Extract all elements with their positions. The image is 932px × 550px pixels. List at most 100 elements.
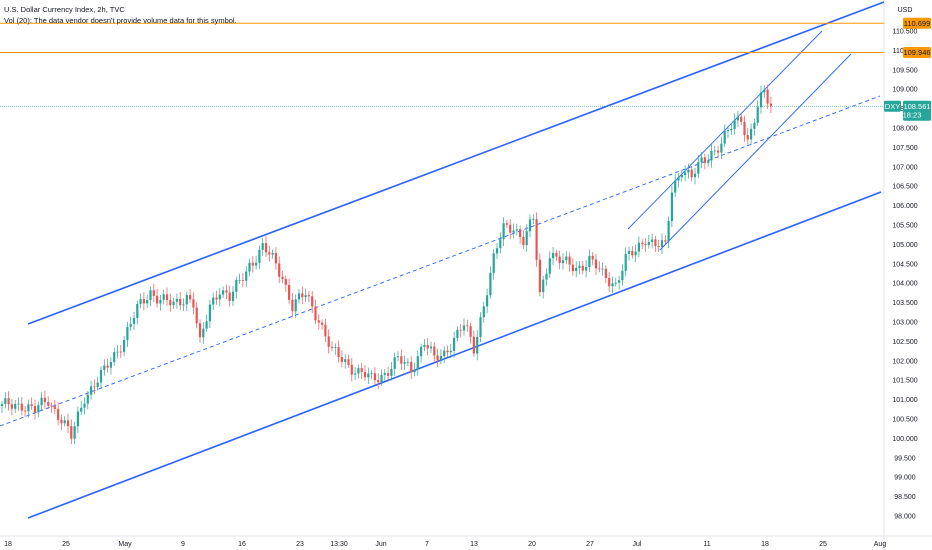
candle-body [466, 325, 469, 327]
candle-body [769, 103, 772, 107]
candle-body [400, 356, 403, 364]
candle-body [116, 351, 119, 353]
candle-body [601, 268, 604, 270]
candle-body [297, 293, 301, 300]
candle-body [40, 397, 43, 406]
candle-body [278, 263, 281, 277]
candle-body [377, 380, 380, 383]
candle-body [314, 306, 317, 321]
candle-body [218, 294, 221, 300]
candle-body [423, 344, 426, 348]
x-tick-label: 16 [238, 541, 246, 548]
y-tick-label: 109.500 [892, 67, 917, 74]
candle-body [750, 128, 753, 140]
lower-channel-line [27, 191, 882, 519]
candle-body [700, 157, 703, 163]
y-tick-label: 107.000 [892, 164, 917, 171]
candle-body [317, 320, 320, 323]
candle-body [363, 372, 367, 378]
level-badge-109946-bg [903, 46, 931, 58]
candle-body [182, 304, 185, 306]
candle-body [7, 398, 10, 405]
upper-channel-line [27, 1, 885, 325]
candle-body [492, 253, 495, 273]
candle-body [350, 364, 353, 375]
level-badge-110699-bg [903, 17, 931, 29]
candle-body [664, 240, 667, 242]
candle-body [499, 239, 502, 249]
candle-body [311, 296, 314, 307]
candle-body [156, 295, 159, 304]
x-tick-label: 11 [703, 541, 710, 548]
candle-body [585, 266, 588, 271]
x-tick-label: May [118, 541, 132, 548]
candle-body [535, 219, 538, 260]
candle-body [406, 361, 409, 363]
candle-body [472, 336, 475, 354]
candle-body [165, 294, 169, 300]
candle-body [456, 329, 459, 338]
candle-body [132, 317, 136, 324]
candle-body [136, 303, 139, 318]
candle-body [654, 239, 657, 247]
candle-body [726, 130, 730, 132]
candle-body [324, 324, 327, 337]
candle-body [608, 277, 611, 287]
y-tick-label: 98.500 [894, 494, 916, 501]
candle-body [697, 162, 700, 174]
candle-body [680, 175, 683, 178]
candle-body [720, 143, 723, 153]
x-tick-label: 27 [586, 541, 594, 548]
candle-body [47, 402, 50, 406]
candle-body [703, 157, 706, 163]
x-tick-label: 9 [181, 541, 185, 548]
candle-body [618, 280, 621, 283]
candle-body [80, 407, 83, 412]
candle-body [413, 369, 416, 373]
candle-body [245, 271, 248, 281]
candle-body [60, 419, 63, 424]
y-tick-label: 103.000 [892, 320, 917, 327]
candle-body [690, 169, 693, 178]
y-tick-label: 103.500 [892, 300, 917, 307]
x-tick-label: Aug [874, 541, 887, 548]
candle-body [627, 251, 631, 254]
candle-body [360, 368, 363, 373]
candle-body [202, 328, 205, 338]
candle-body [103, 365, 106, 370]
candle-body [264, 243, 268, 253]
y-tick-label: 102.500 [892, 339, 917, 346]
candle-body [489, 272, 492, 296]
candle-body [660, 240, 664, 248]
candle-body [139, 299, 142, 304]
candle-body [373, 373, 376, 381]
candle-body [294, 299, 297, 312]
candle-body [248, 262, 251, 272]
inner-channel-lower-line [659, 53, 852, 251]
x-tick-label: 18 [761, 541, 769, 548]
candle-body [340, 357, 343, 362]
candle-body [225, 290, 228, 293]
candle-body [238, 279, 241, 281]
y-tick-label: 99.500 [894, 455, 916, 462]
x-tick-label: 13:30 [330, 541, 348, 548]
candle-body [192, 299, 195, 308]
candle-body [594, 259, 598, 269]
candle-body [561, 260, 565, 264]
y-tick-label: 106.000 [892, 203, 917, 210]
candle-body [766, 89, 769, 104]
y-tick-label: 109.000 [892, 87, 917, 94]
candle-body [179, 298, 182, 306]
candle-body [96, 382, 99, 388]
x-tick-label: Jul [633, 541, 642, 548]
candle-body [301, 293, 304, 298]
candle-body [327, 336, 330, 347]
candle-body [106, 365, 109, 368]
candle-body [512, 230, 515, 233]
candle-body [24, 410, 27, 412]
candle-body [687, 169, 690, 173]
candle-body [542, 279, 545, 293]
candle-body [733, 120, 736, 129]
